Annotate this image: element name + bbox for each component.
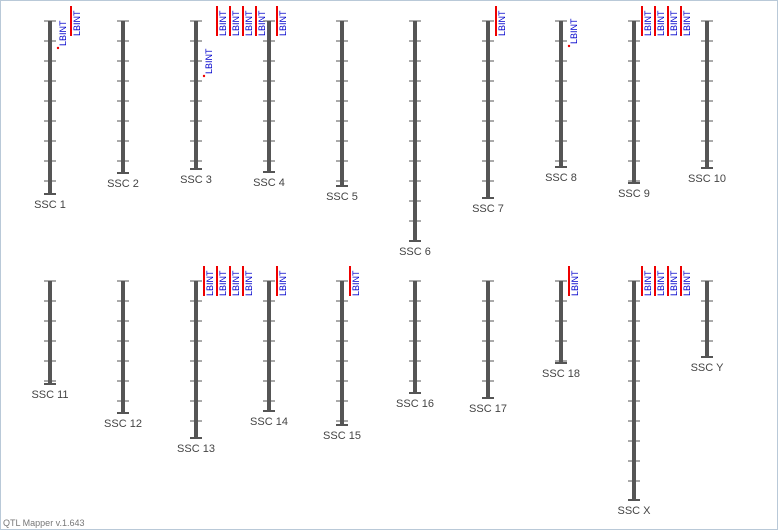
qtl-label: LBINT [218,270,228,296]
qtl-label: LBINT [569,18,579,44]
chromosome-label: SSC 2 [107,178,139,190]
qtl-label: LBINT [58,20,68,46]
chromosome-label: SSC 13 [177,443,215,455]
qtl-label: LBINT [570,270,580,296]
qtl-point [56,46,60,50]
qtl-label: LBINT [257,10,267,36]
chromosome-label: SSC 18 [542,368,580,380]
qtl-label: LBINT [244,270,254,296]
qtl-label: LBINT [497,10,507,36]
qtl-label: LBINT [351,270,361,296]
qtl-label: LBINT [682,270,692,296]
chromosome-label: SSC 3 [180,174,212,186]
chromosome-label: SSC 17 [469,403,507,415]
chromosome-label: SSC 12 [104,418,142,430]
qtl-label: LBINT [231,270,241,296]
chromosome-label: SSC 1 [34,199,66,211]
qtl-point [567,44,571,48]
chromosome-label: SSC 10 [688,173,726,185]
chromosome-label: SSC 7 [472,203,504,215]
qtl-label: LBINT [72,10,82,36]
qtl-label: LBINT [643,10,653,36]
chromosome-label: SSC 8 [545,172,577,184]
chromosome-label: SSC 14 [250,416,288,428]
qtl-label: LBINT [218,10,228,36]
qtl-label: LBINT [669,10,679,36]
chromosome-label: SSC 4 [253,177,285,189]
qtl-label: LBINT [278,10,288,36]
qtl-label: LBINT [682,10,692,36]
chromosome-label: SSC 9 [618,188,650,200]
qtl-label: LBINT [656,270,666,296]
qtl-label: LBINT [231,10,241,36]
chromosome-label: SSC X [617,505,651,517]
qtl-point [202,74,206,78]
qtl-label: LBINT [643,270,653,296]
chromosome-label: SSC 6 [399,246,431,258]
chromosome-label: SSC Y [691,362,724,374]
qtl-label: LBINT [244,10,254,36]
chromosome-label: SSC 5 [326,191,358,203]
chromosome-label: SSC 11 [31,389,68,401]
qtl-label: LBINT [278,270,288,296]
qtl-label: LBINT [204,48,214,74]
chromosome-label: SSC 15 [323,430,361,442]
qtl-label: LBINT [656,10,666,36]
qtl-label: LBINT [669,270,679,296]
qtl-label: LBINT [205,270,215,296]
footer: QTL Mapper v.1.643 [3,518,85,528]
chromosome-label: SSC 16 [396,398,434,410]
